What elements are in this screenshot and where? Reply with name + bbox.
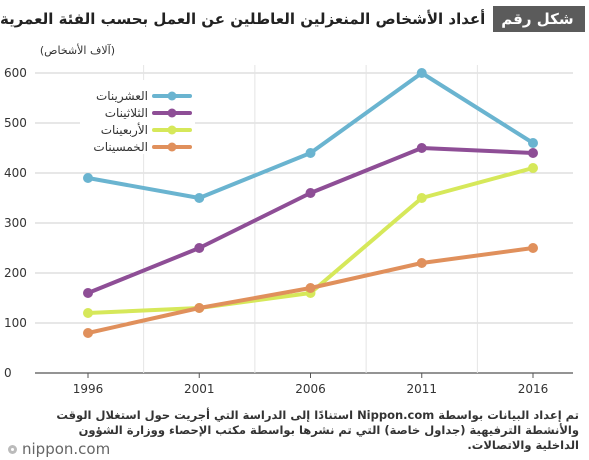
logo-mark-icon: [8, 444, 17, 454]
legend-marker: [167, 125, 177, 135]
y-tick-label: 100: [4, 316, 27, 330]
data-point: [305, 283, 316, 293]
figure-header: شكل رقم 3 أعداد الأشخاص المنعزلين العاطل…: [0, 6, 585, 54]
y-tick-label: 400: [4, 166, 27, 180]
figure-number-label: شكل رقم 3: [493, 6, 585, 54]
data-point: [194, 243, 205, 253]
chart-title: أعداد الأشخاص المنعزلين العاطلين عن العم…: [0, 10, 486, 28]
logo-text: nippon.com: [22, 440, 111, 458]
data-point: [528, 138, 538, 148]
data-point: [416, 193, 427, 203]
x-tick-label: 2001: [184, 382, 215, 396]
data-point: [83, 173, 93, 183]
data-point: [83, 288, 93, 298]
line-chart: 0 100 200 300 400 500 600 1996 2001 2006 2011 2016 ا…: [4, 65, 573, 396]
legend-marker: [167, 108, 177, 118]
y-tick-label: 500: [4, 116, 27, 130]
data-point: [416, 68, 427, 78]
y-tick-label: 200: [4, 266, 27, 280]
data-point: [528, 163, 538, 173]
data-point: [305, 188, 316, 198]
data-point: [194, 193, 205, 203]
data-point: [528, 243, 538, 253]
nippon-logo: nippon.com: [8, 440, 110, 458]
x-tick-label: 2016: [518, 382, 549, 396]
legend-label: العشرينات: [96, 89, 148, 104]
y-tick-label: 0: [4, 366, 12, 380]
data-point: [83, 308, 93, 318]
y-tick-label: 300: [4, 216, 27, 230]
data-point: [416, 258, 427, 268]
x-tick-label: 2006: [295, 382, 326, 396]
data-point: [416, 143, 427, 153]
series-line: [86, 146, 535, 295]
x-tick-label: 2011: [406, 382, 437, 396]
data-point: [83, 328, 93, 338]
legend-marker: [167, 91, 177, 101]
data-point: [528, 148, 538, 158]
legend-box: [80, 80, 195, 154]
data-point: [194, 303, 205, 313]
data-point: [305, 148, 316, 158]
x-tick-label: 1996: [73, 382, 104, 396]
legend-label: الأربعينات: [101, 122, 148, 138]
legend-label: الثلاثينات: [105, 106, 148, 120]
legend-label: الخمسينات: [93, 140, 148, 154]
y-axis-unit-label: (آلاف الأشخاص): [39, 44, 115, 57]
y-tick-label: 600: [4, 66, 27, 80]
source-note: تم إعداد البيانات بواسطة Nippon.com استن…: [56, 408, 579, 452]
legend-marker: [167, 142, 177, 152]
